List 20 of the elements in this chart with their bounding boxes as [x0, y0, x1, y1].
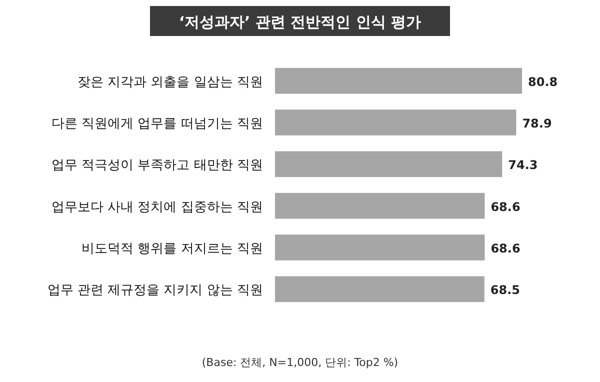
text: (Base: 전체, N=1,000, 단위: Top2 %) [202, 356, 398, 369]
data-label: 68.5 [490, 283, 520, 298]
chart-title: ‘저성과자’ 관련 전반적인 인식 평가 [178, 13, 422, 31]
bar [275, 192, 485, 219]
y-tick-label: 업무 적극성이 부족하고 태만한 직원 [51, 158, 263, 174]
y-tick-label: 잦은 지각과 외출을 일삼는 직원 [77, 74, 263, 90]
bar [275, 234, 485, 260]
data-label: 78.9 [522, 116, 552, 130]
data-label: 68.6 [490, 200, 520, 214]
data-label: 80.8 [528, 74, 558, 89]
bar [275, 68, 522, 94]
data-label: 68.6 [490, 242, 520, 256]
bar [275, 151, 502, 178]
bar [275, 110, 516, 136]
y-tick-label: 비도덕적 행위를 저지르는 직원 [82, 242, 263, 256]
y-tick-label: 업무보다 사내 정치에 집중하는 직원 [51, 200, 263, 215]
y-tick-label: 다른 직원에게 업무를 떠넘기는 직원 [51, 116, 263, 132]
data-label: 74.3 [508, 158, 538, 172]
bar [275, 276, 484, 302]
y-tick-label: 업무 관련 제규정을 지키지 않는 직원 [47, 283, 263, 298]
